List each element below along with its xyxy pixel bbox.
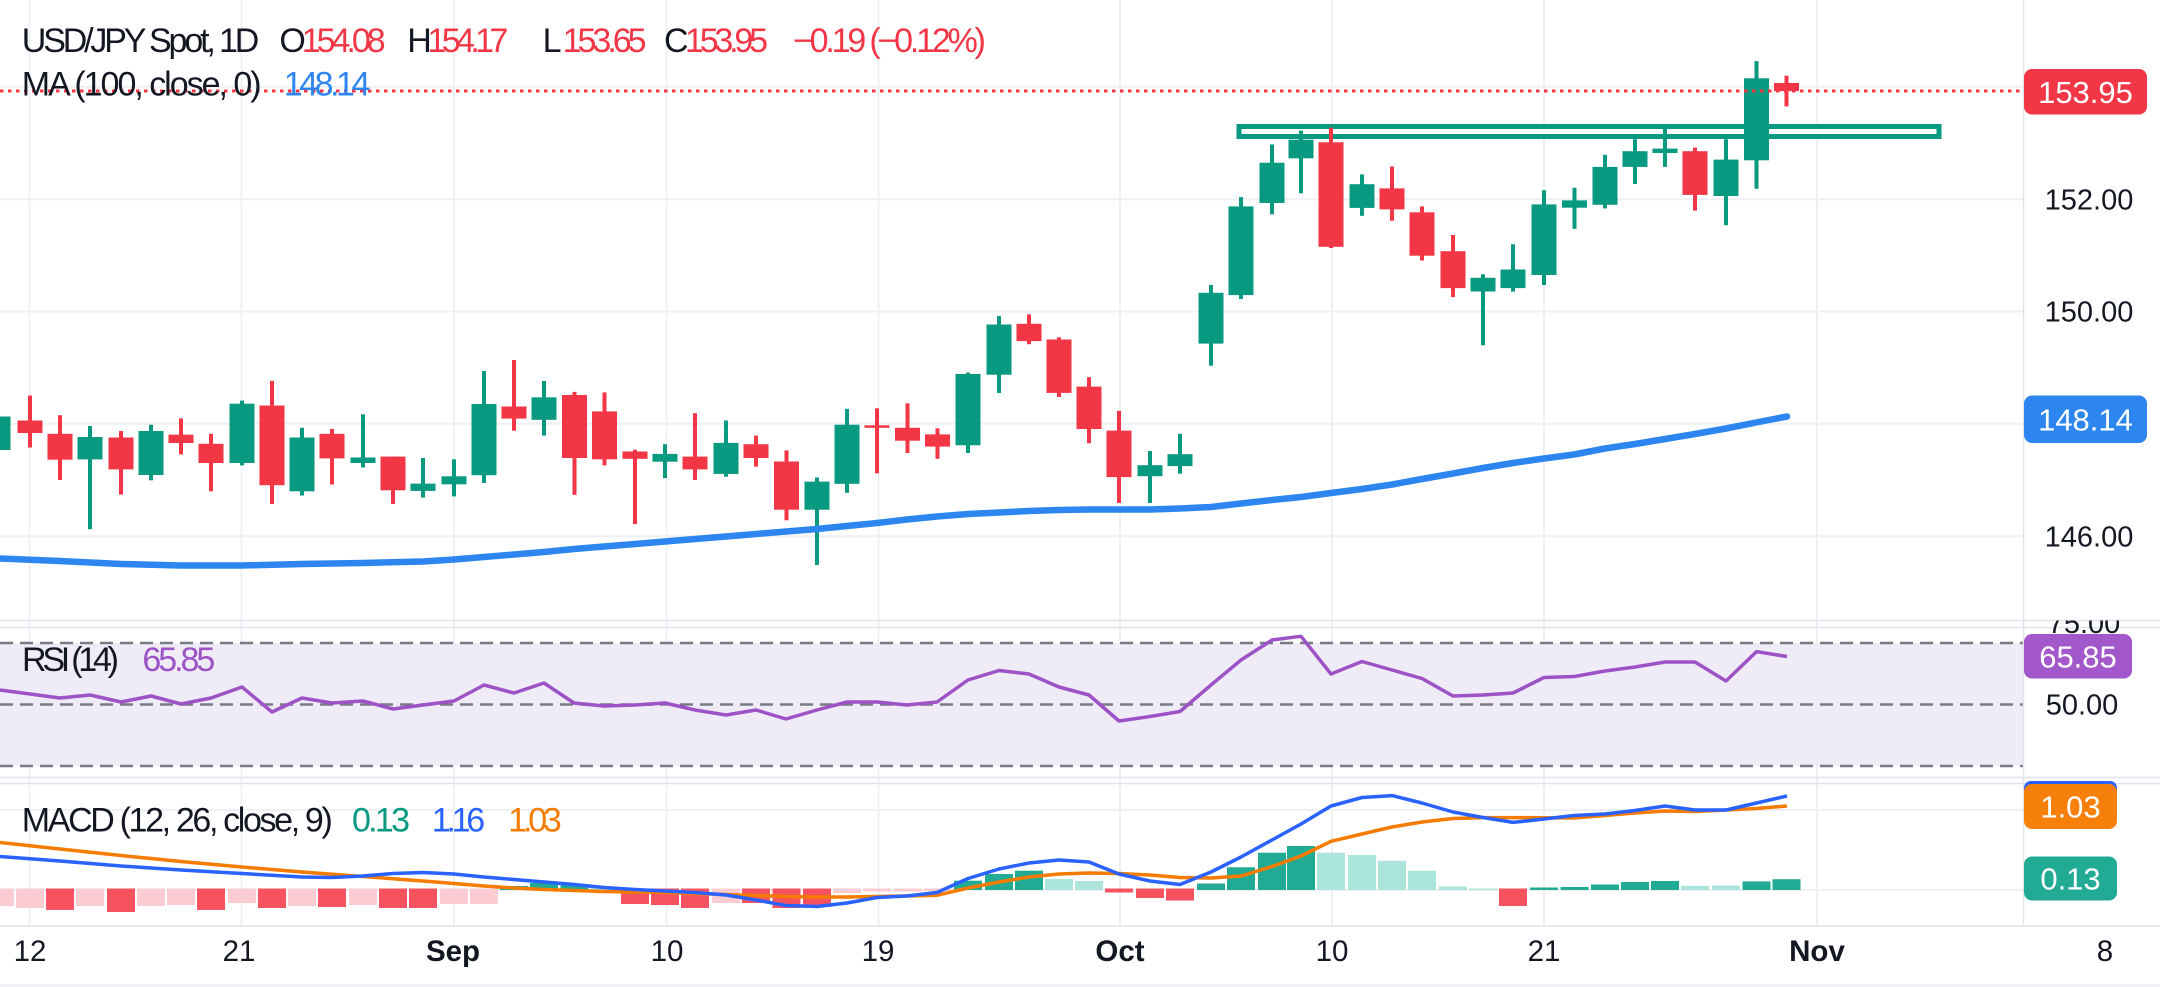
svg-text:C: C bbox=[664, 22, 689, 60]
svg-text:Sep: Sep bbox=[426, 935, 480, 968]
svg-text:Oct: Oct bbox=[1095, 935, 1144, 968]
svg-text:152.00: 152.00 bbox=[2045, 184, 2134, 216]
svg-text:65.85: 65.85 bbox=[2039, 639, 2117, 674]
svg-text:148.14: 148.14 bbox=[2038, 402, 2133, 437]
svg-text:1.16: 1.16 bbox=[432, 802, 486, 840]
svg-text:H: H bbox=[407, 22, 432, 60]
svg-text:L: L bbox=[543, 22, 562, 60]
svg-text:MACD (12, 26, close, 9): MACD (12, 26, close, 9) bbox=[22, 802, 333, 840]
svg-text:1.03: 1.03 bbox=[2040, 790, 2100, 825]
svg-text:146.00: 146.00 bbox=[2045, 521, 2134, 553]
svg-text:154.17: 154.17 bbox=[427, 22, 508, 60]
svg-text:65.85: 65.85 bbox=[142, 641, 215, 679]
svg-text:153.95: 153.95 bbox=[685, 22, 768, 60]
svg-text:12: 12 bbox=[14, 935, 47, 968]
svg-text:19: 19 bbox=[862, 935, 895, 968]
svg-text:−0.19 (−0.12%): −0.19 (−0.12%) bbox=[793, 22, 986, 60]
svg-text:21: 21 bbox=[223, 935, 256, 968]
svg-text:0.13: 0.13 bbox=[2040, 862, 2100, 897]
svg-text:RSI (14): RSI (14) bbox=[22, 641, 119, 679]
svg-text:MA (100, close, 0): MA (100, close, 0) bbox=[22, 66, 262, 104]
svg-text:USD/JPY Spot, 1D: USD/JPY Spot, 1D bbox=[22, 22, 259, 60]
svg-text:0.13: 0.13 bbox=[352, 802, 410, 840]
svg-text:Nov: Nov bbox=[1789, 935, 1845, 968]
svg-text:148.14: 148.14 bbox=[284, 66, 371, 104]
svg-text:154.08: 154.08 bbox=[302, 22, 386, 60]
svg-text:153.95: 153.95 bbox=[2038, 75, 2133, 110]
svg-text:153.65: 153.65 bbox=[563, 22, 647, 60]
svg-text:150.00: 150.00 bbox=[2045, 297, 2134, 329]
svg-text:O: O bbox=[279, 22, 305, 60]
svg-text:1.03: 1.03 bbox=[508, 802, 562, 840]
svg-text:21: 21 bbox=[1528, 935, 1561, 968]
svg-text:50.00: 50.00 bbox=[2046, 690, 2119, 722]
svg-text:10: 10 bbox=[1316, 935, 1349, 968]
svg-text:10: 10 bbox=[651, 935, 684, 968]
svg-text:8: 8 bbox=[2097, 935, 2113, 968]
